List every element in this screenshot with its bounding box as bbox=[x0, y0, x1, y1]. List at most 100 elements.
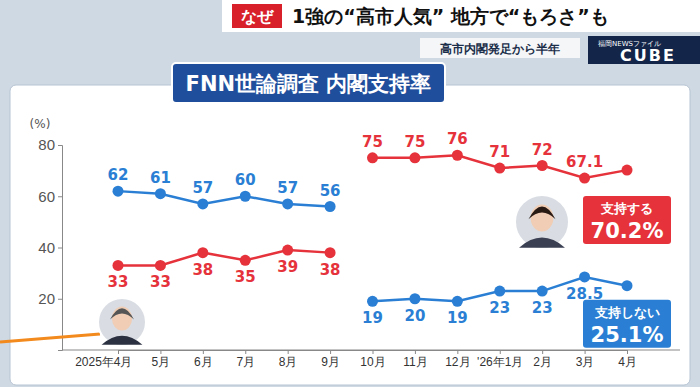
x-tick-mark bbox=[627, 350, 628, 354]
data-labels: 333338353938626157605756757576717267.1支持… bbox=[108, 130, 671, 347]
logo-box bbox=[588, 36, 700, 64]
y-tick-label: 20 bbox=[38, 290, 55, 307]
series-marker bbox=[494, 163, 505, 174]
x-tick: 10月 bbox=[360, 350, 385, 369]
series-marker bbox=[409, 293, 420, 304]
portrait-left-bg bbox=[98, 298, 146, 346]
series-marker bbox=[537, 286, 548, 297]
x-tick-label: 2月 bbox=[533, 355, 552, 369]
x-tick-mark bbox=[415, 350, 416, 354]
headline: 1強の“高市人気” 地方で“もろさ”も bbox=[292, 5, 609, 27]
data-label: 19 bbox=[362, 309, 383, 327]
series-marker bbox=[367, 296, 378, 307]
data-label: 23 bbox=[532, 299, 553, 317]
data-label: 76 bbox=[447, 130, 468, 148]
chart-root: なぜ1強の“高市人気” 地方で“もろさ”も高市内閣発足から半年福岡NEWSファイ… bbox=[0, 0, 700, 387]
data-label: 71 bbox=[489, 143, 510, 161]
y-axis-line bbox=[58, 146, 63, 351]
series-marker bbox=[537, 160, 548, 171]
x-tick-label: 2025年4月 bbox=[75, 355, 132, 369]
portrait-left bbox=[98, 298, 146, 346]
data-label: 57 bbox=[192, 179, 213, 197]
data-label: 62 bbox=[108, 166, 129, 184]
end-data-label: 70.2% bbox=[591, 219, 664, 243]
series-marker bbox=[282, 198, 293, 209]
end-data-label: 25.1% bbox=[591, 323, 664, 347]
series-marker bbox=[452, 150, 463, 161]
headline-band bbox=[222, 0, 700, 32]
portrait-left-body bbox=[102, 336, 143, 345]
portrait-right-hair bbox=[529, 206, 556, 219]
legend-label: 支持しない bbox=[594, 305, 660, 320]
end-label-box bbox=[583, 300, 671, 348]
portrait-right bbox=[515, 195, 569, 249]
x-tick-label: 9月 bbox=[321, 355, 340, 369]
x-tick: 6月 bbox=[194, 350, 213, 369]
chart-panel bbox=[10, 85, 690, 385]
data-label: 20 bbox=[404, 307, 425, 325]
data-label: 19 bbox=[447, 309, 468, 327]
headline-tag-box bbox=[232, 4, 282, 28]
x-tick-mark bbox=[542, 350, 543, 354]
data-label: 67.1 bbox=[566, 153, 603, 171]
pointer bbox=[0, 334, 100, 342]
x-tick: 4月 bbox=[618, 350, 637, 369]
y-tick-label: 40 bbox=[38, 239, 55, 256]
y-tick-mark bbox=[58, 299, 62, 300]
x-tick-label: 11月 bbox=[403, 355, 427, 369]
x-axis: 2025年4月 5月 6月 7月 8月 9月 10月 11月 12月 '26年1月 2月 3月 4月 bbox=[75, 350, 637, 369]
y-tick-label: 80 bbox=[38, 136, 55, 153]
x-tick-label: 10月 bbox=[360, 355, 385, 369]
series-marker bbox=[494, 286, 505, 297]
x-tick-label: 12月 bbox=[445, 355, 470, 369]
data-label: 33 bbox=[150, 273, 171, 291]
series-marker bbox=[579, 271, 590, 282]
y-tick-label: 60 bbox=[38, 188, 55, 205]
x-tick-label: 8月 bbox=[279, 355, 298, 369]
x-tick: 5月 bbox=[152, 350, 171, 369]
data-label: 56 bbox=[320, 182, 341, 200]
logo: CUBE bbox=[620, 46, 676, 65]
data-label: 38 bbox=[320, 261, 341, 279]
y-tick-mark bbox=[58, 196, 62, 197]
data-label: 33 bbox=[108, 273, 129, 291]
y-tick: 40 bbox=[38, 239, 62, 256]
x-tick-mark bbox=[373, 350, 374, 354]
x-tick-label: 6月 bbox=[194, 355, 213, 369]
title-box bbox=[172, 63, 445, 103]
x-tick-mark bbox=[203, 350, 204, 354]
x-tick-label: 4月 bbox=[618, 355, 637, 369]
y-axis-title: (%) bbox=[30, 117, 51, 131]
series-marker bbox=[113, 186, 124, 197]
x-tick-label: 3月 bbox=[576, 355, 595, 369]
x-tick-label: 7月 bbox=[236, 355, 255, 369]
x-tick: 11月 bbox=[403, 350, 427, 369]
data-label: 60 bbox=[235, 171, 256, 189]
x-tick: 3月 bbox=[576, 350, 595, 369]
series-marker bbox=[325, 247, 336, 258]
data-label: 38 bbox=[192, 261, 213, 279]
x-tick-mark bbox=[245, 350, 246, 354]
series-marker bbox=[409, 152, 420, 163]
portrait-right-bg bbox=[515, 195, 569, 249]
subtitle: 高市内閣発足から半年 bbox=[440, 42, 560, 56]
x-tick: 2月 bbox=[533, 350, 552, 369]
data-label: 75 bbox=[362, 133, 383, 151]
series-marker bbox=[197, 247, 208, 258]
series-marker bbox=[622, 280, 633, 291]
data-label: 72 bbox=[532, 141, 553, 159]
series-marker bbox=[240, 255, 251, 266]
series-marker bbox=[622, 165, 633, 176]
legend-label: 支持する bbox=[600, 201, 653, 216]
x-tick: '26年1月 bbox=[477, 350, 523, 369]
series-marker bbox=[155, 260, 166, 271]
chart-svg: なぜ1強の“高市人気” 地方で“もろさ”も高市内閣発足から半年福岡NEWSファイ… bbox=[0, 0, 700, 387]
data-label: 75 bbox=[404, 133, 425, 151]
series-marker bbox=[579, 173, 590, 184]
y-tick: 80 bbox=[38, 136, 62, 153]
data-label: 23 bbox=[489, 299, 510, 317]
end-label-box bbox=[583, 196, 671, 244]
x-tick-mark bbox=[585, 350, 586, 354]
y-axis: 20 40 60 80 bbox=[38, 136, 62, 350]
y-tick-mark bbox=[58, 145, 62, 146]
